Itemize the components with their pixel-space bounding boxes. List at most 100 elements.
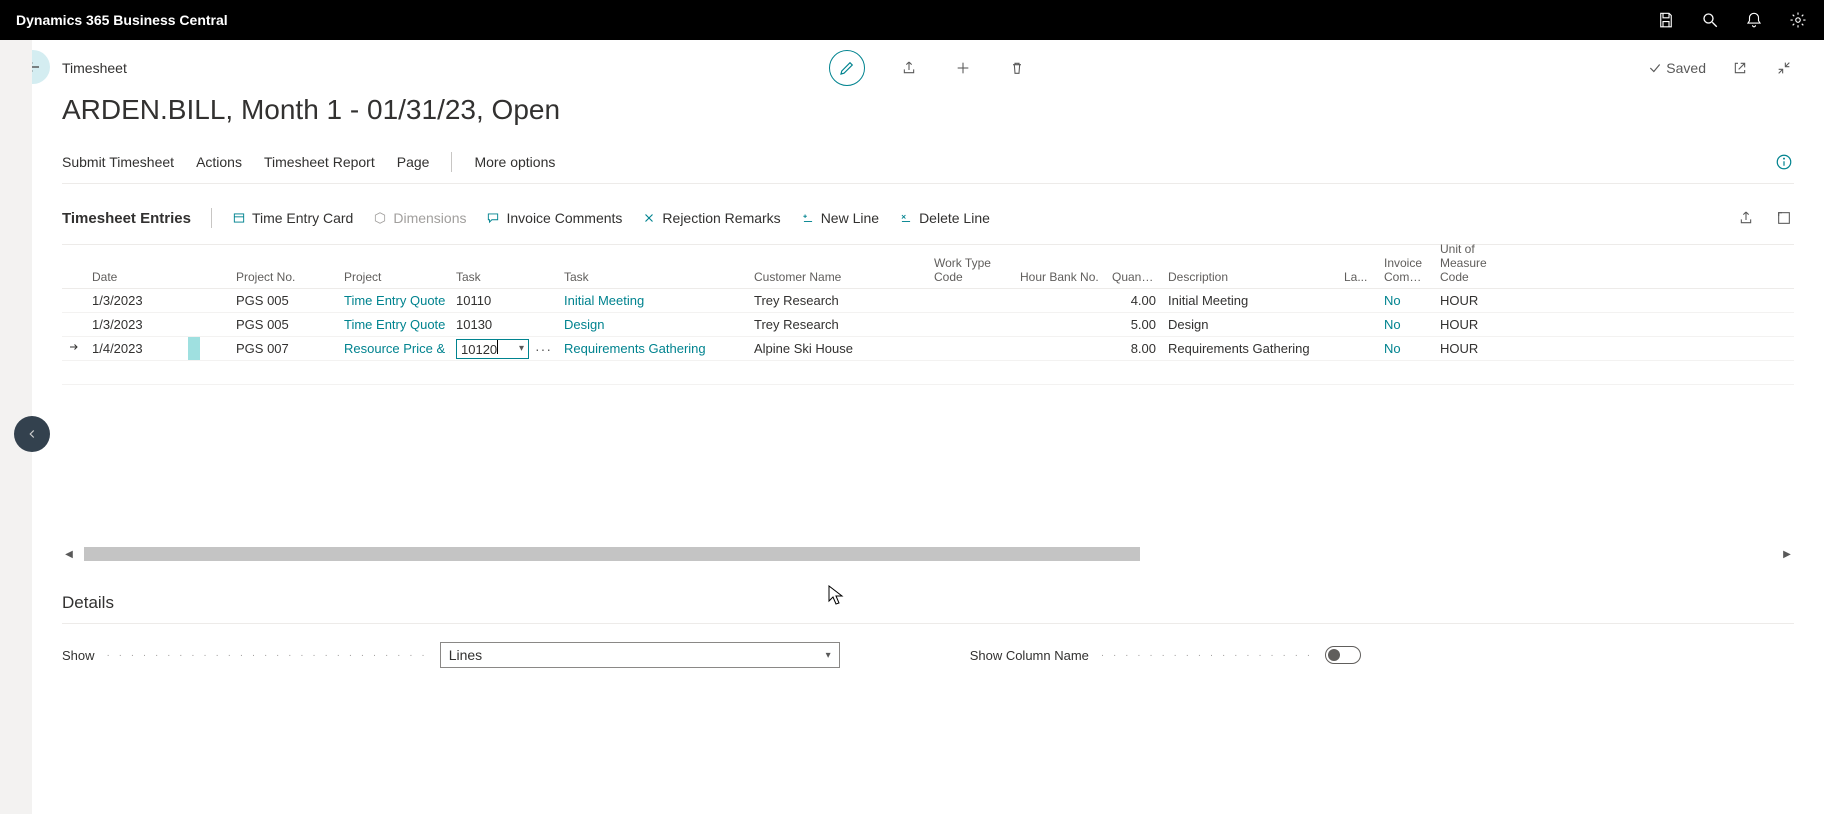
info-icon[interactable] bbox=[1774, 152, 1794, 172]
scroll-left-icon[interactable]: ◀ bbox=[62, 545, 76, 563]
ellipsis-icon[interactable]: ··· bbox=[535, 341, 552, 357]
cell-spacer2[interactable] bbox=[206, 313, 230, 336]
cell-date[interactable]: 1/3/2023 bbox=[86, 289, 182, 312]
new-icon[interactable] bbox=[953, 58, 973, 78]
cell-description[interactable]: Design bbox=[1162, 313, 1338, 336]
column-date[interactable]: Date bbox=[86, 270, 182, 284]
cell-work_type[interactable] bbox=[928, 313, 1014, 336]
grid-body: 1/3/2023PGS 005Time Entry Quote10110Init… bbox=[62, 289, 1794, 385]
cell-project_no[interactable]: PGS 005 bbox=[230, 289, 338, 312]
column-invoice_comm[interactable]: Invoice Comm... bbox=[1378, 256, 1434, 284]
rejection-remarks-action[interactable]: Rejection Remarks bbox=[642, 210, 780, 226]
cell-hour_bank[interactable] bbox=[1014, 289, 1106, 312]
cell-invoice_comm[interactable]: No bbox=[1378, 289, 1434, 312]
timesheet-report-action[interactable]: Timesheet Report bbox=[264, 154, 375, 170]
collapse-icon[interactable] bbox=[1774, 58, 1794, 78]
column-description[interactable]: Description bbox=[1162, 270, 1338, 284]
cell-la[interactable] bbox=[1338, 289, 1378, 312]
actions-menu[interactable]: Actions bbox=[196, 154, 242, 170]
cell-spacer2[interactable] bbox=[206, 289, 230, 312]
cell-project[interactable]: Time Entry Quote bbox=[338, 289, 450, 312]
column-uom[interactable]: Unit of Measure Code bbox=[1434, 242, 1524, 284]
cell-uom[interactable]: HOUR bbox=[1434, 337, 1524, 360]
scroll-track[interactable] bbox=[76, 547, 1780, 561]
cell-spacer2[interactable] bbox=[206, 337, 230, 360]
cell-task[interactable]: Requirements Gathering bbox=[558, 337, 748, 360]
cell-hour_bank[interactable] bbox=[1014, 337, 1106, 360]
share-icon[interactable] bbox=[899, 58, 919, 78]
column-qty[interactable]: Quantity bbox=[1106, 270, 1162, 284]
cell-task_no[interactable]: 10110 bbox=[450, 289, 558, 312]
cell-date[interactable]: 1/3/2023 bbox=[86, 313, 182, 336]
h-scrollbar[interactable]: ◀ ▶ bbox=[62, 545, 1794, 563]
cell-spacer1[interactable] bbox=[182, 313, 206, 336]
cell-description[interactable]: Requirements Gathering bbox=[1162, 337, 1338, 360]
show-select[interactable]: Lines ▾ bbox=[440, 642, 840, 668]
cell-task_no[interactable]: 10130 bbox=[450, 313, 558, 336]
cell-customer[interactable]: Trey Research bbox=[748, 313, 928, 336]
show-column-toggle[interactable] bbox=[1325, 646, 1361, 664]
cell-date[interactable]: 1/4/2023 bbox=[86, 337, 182, 360]
cell-qty[interactable]: 8.00 bbox=[1106, 337, 1162, 360]
column-project_no[interactable]: Project No. bbox=[230, 270, 338, 284]
delete-line-action[interactable]: Delete Line bbox=[899, 210, 990, 226]
submit-timesheet-action[interactable]: Submit Timesheet bbox=[62, 154, 174, 170]
column-hour_bank[interactable]: Hour Bank No. bbox=[1014, 270, 1106, 284]
column-work_type[interactable]: Work Type Code bbox=[928, 256, 1014, 284]
column-customer[interactable]: Customer Name bbox=[748, 270, 928, 284]
save-icon[interactable] bbox=[1656, 10, 1676, 30]
cell-project_no[interactable]: PGS 005 bbox=[230, 313, 338, 336]
collapse-panel-button[interactable] bbox=[14, 416, 50, 452]
cell-qty[interactable]: 4.00 bbox=[1106, 289, 1162, 312]
cell-spacer1[interactable] bbox=[182, 289, 206, 312]
column-task[interactable]: Task bbox=[558, 270, 748, 284]
scroll-thumb[interactable] bbox=[84, 547, 1140, 561]
cell-qty[interactable]: 5.00 bbox=[1106, 313, 1162, 336]
new-line-action[interactable]: New Line bbox=[801, 210, 879, 226]
column-la[interactable]: La... bbox=[1338, 270, 1378, 284]
cell-uom[interactable]: HOUR bbox=[1434, 289, 1524, 312]
cell-project_no[interactable]: PGS 007 bbox=[230, 337, 338, 360]
cell-task[interactable]: Design bbox=[558, 313, 748, 336]
cell-work_type[interactable] bbox=[928, 337, 1014, 360]
cell-project[interactable]: Time Entry Quote bbox=[338, 313, 450, 336]
row-select[interactable] bbox=[62, 337, 86, 360]
task-no-input[interactable]: 10120▾ bbox=[456, 339, 529, 359]
table-row[interactable]: 1/4/2023PGS 007Resource Price & ...10120… bbox=[62, 337, 1794, 361]
cell-customer[interactable]: Alpine Ski House bbox=[748, 337, 928, 360]
delete-icon[interactable] bbox=[1007, 58, 1027, 78]
search-icon[interactable] bbox=[1700, 10, 1720, 30]
expand-grid-icon[interactable] bbox=[1774, 208, 1794, 228]
invoice-comments-action[interactable]: Invoice Comments bbox=[486, 210, 622, 226]
cell-hour_bank[interactable] bbox=[1014, 313, 1106, 336]
more-options[interactable]: More options bbox=[474, 154, 555, 170]
row-select[interactable] bbox=[62, 313, 86, 336]
cell-customer[interactable]: Trey Research bbox=[748, 289, 928, 312]
cell-la[interactable] bbox=[1338, 337, 1378, 360]
table-row[interactable]: 1/3/2023PGS 005Time Entry Quote10130Desi… bbox=[62, 313, 1794, 337]
cell-work_type[interactable] bbox=[928, 289, 1014, 312]
open-in-new-icon[interactable] bbox=[1730, 58, 1750, 78]
column-task_no[interactable]: Task bbox=[450, 270, 558, 284]
cell-uom[interactable]: HOUR bbox=[1434, 313, 1524, 336]
cell-task_no[interactable]: 10120▾ ··· bbox=[450, 337, 558, 360]
back-button[interactable] bbox=[32, 50, 50, 84]
gear-icon[interactable] bbox=[1788, 10, 1808, 30]
table-row[interactable]: 1/3/2023PGS 005Time Entry Quote10110Init… bbox=[62, 289, 1794, 313]
cell-project[interactable]: Resource Price & ... bbox=[338, 337, 450, 360]
cell-invoice_comm[interactable]: No bbox=[1378, 313, 1434, 336]
row-select[interactable] bbox=[62, 289, 86, 312]
table-row-empty[interactable] bbox=[62, 361, 1794, 385]
column-project[interactable]: Project bbox=[338, 270, 450, 284]
page-menu[interactable]: Page bbox=[397, 154, 430, 170]
cell-la[interactable] bbox=[1338, 313, 1378, 336]
edit-button[interactable] bbox=[829, 50, 865, 86]
cell-description[interactable]: Initial Meeting bbox=[1162, 289, 1338, 312]
cell-invoice_comm[interactable]: No bbox=[1378, 337, 1434, 360]
share-grid-icon[interactable] bbox=[1736, 208, 1756, 228]
cell-spacer1[interactable] bbox=[182, 337, 206, 360]
bell-icon[interactable] bbox=[1744, 10, 1764, 30]
cell-task[interactable]: Initial Meeting bbox=[558, 289, 748, 312]
scroll-right-icon[interactable]: ▶ bbox=[1780, 545, 1794, 563]
time-entry-card-action[interactable]: Time Entry Card bbox=[232, 210, 353, 226]
